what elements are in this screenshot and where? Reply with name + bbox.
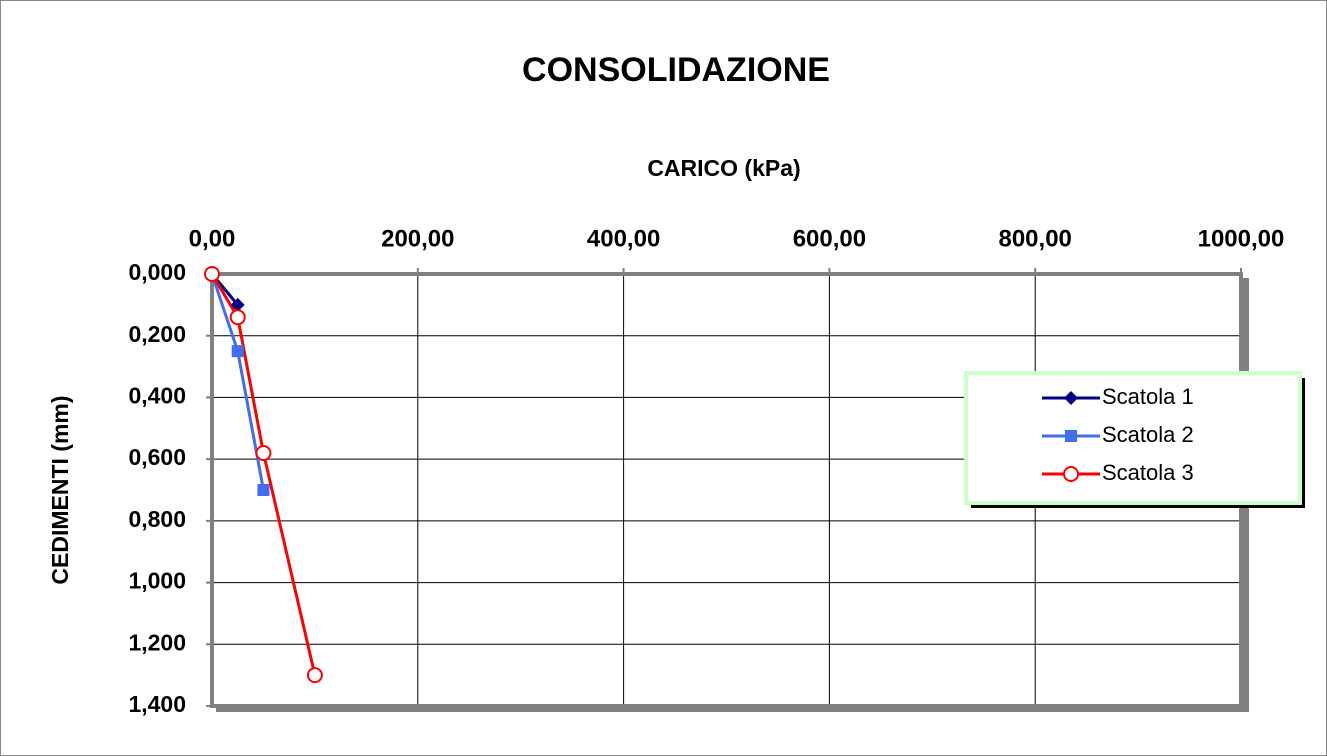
x-tick-label: 600,00 bbox=[793, 225, 866, 252]
legend bbox=[964, 371, 1302, 505]
point bbox=[204, 266, 220, 282]
x-axis-label: CARICO (kPa) bbox=[647, 155, 800, 181]
y-axis-label: CEDIMENTI (mm) bbox=[47, 395, 73, 584]
x-tick-label: 800,00 bbox=[998, 225, 1071, 252]
point bbox=[257, 484, 270, 496]
y-tick-label: 1,200 bbox=[128, 629, 186, 655]
x-tick-label: 400,00 bbox=[587, 225, 660, 252]
y-tick-label: 0,600 bbox=[128, 444, 186, 470]
y-tick-label: 1,000 bbox=[128, 568, 186, 594]
series-line bbox=[210, 273, 317, 676]
x-tick-label: 200,00 bbox=[381, 225, 454, 252]
point bbox=[229, 309, 246, 326]
point bbox=[230, 297, 245, 312]
legend-label: Scatola 3 bbox=[1102, 460, 1194, 485]
y-tick-label: 0,200 bbox=[128, 321, 186, 347]
y-tick-label: 0,800 bbox=[128, 506, 186, 532]
point bbox=[231, 345, 244, 358]
x-tick-label: 0,00 bbox=[189, 225, 236, 252]
y-tick-label: 0,000 bbox=[128, 259, 186, 285]
legend-marker bbox=[1064, 391, 1078, 405]
x-tick-label: 1000,00 bbox=[1198, 225, 1285, 252]
legend-label: Scatola 2 bbox=[1102, 422, 1194, 447]
chart-title: CONSOLIDAZIONE bbox=[522, 51, 830, 89]
y-tick-label: 0,400 bbox=[128, 383, 186, 409]
legend-label: Scatola 1 bbox=[1102, 384, 1194, 409]
legend-marker bbox=[1065, 430, 1077, 442]
point bbox=[255, 444, 272, 461]
y-tick-label: 1,400 bbox=[128, 691, 186, 717]
legend-marker bbox=[1063, 466, 1079, 482]
point bbox=[306, 667, 323, 684]
